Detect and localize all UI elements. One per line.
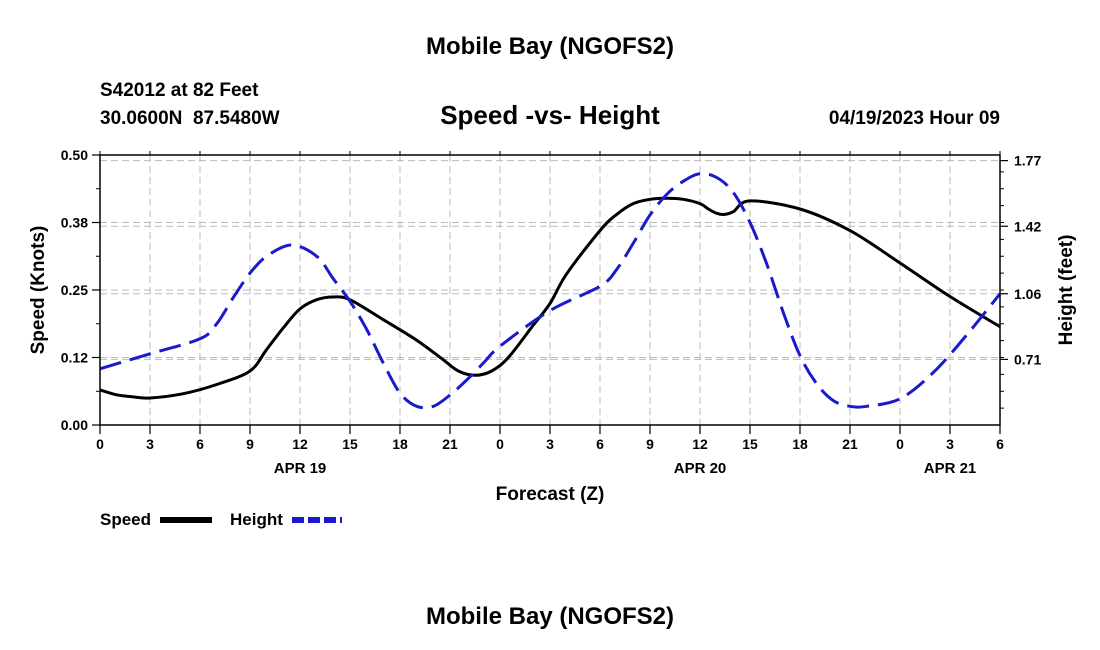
right-tick-label: 1.42 xyxy=(1014,218,1041,234)
x-tick-label: 15 xyxy=(742,436,758,452)
legend-speed-label: Speed xyxy=(100,510,151,529)
x-tick-label: 0 xyxy=(896,436,904,452)
page-title: Mobile Bay (NGOFS2) xyxy=(426,33,674,60)
chart-title: Speed -vs- Height xyxy=(440,100,660,130)
date-label: APR 20 xyxy=(674,460,727,477)
legend-height-label: Height xyxy=(230,510,283,529)
speed-series-line xyxy=(99,196,1001,400)
x-tick-label: 21 xyxy=(442,436,458,452)
x-axis-label: Forecast (Z) xyxy=(496,484,605,505)
footer-title: Mobile Bay (NGOFS2) xyxy=(426,603,674,630)
x-tick-label: 18 xyxy=(792,436,808,452)
right-tick-label: 1.06 xyxy=(1014,286,1041,302)
series-layer xyxy=(99,172,1002,410)
x-tick-label: 6 xyxy=(996,436,1004,452)
x-tick-label: 21 xyxy=(842,436,858,452)
coordinates-label: 30.0600N 87.5480W xyxy=(100,108,280,129)
x-tick-label: 6 xyxy=(596,436,604,452)
date-label: APR 21 xyxy=(924,460,977,477)
left-axis-label: Speed (Knots) xyxy=(28,226,49,355)
x-tick-label: 12 xyxy=(292,436,308,452)
right-axis-label: Height (feet) xyxy=(1056,235,1077,346)
x-tick-label: 9 xyxy=(646,436,654,452)
x-tick-label: 3 xyxy=(146,436,154,452)
x-tick-label: 9 xyxy=(246,436,254,452)
date-label: APR 19 xyxy=(274,460,327,477)
x-tick-label: 0 xyxy=(96,436,104,452)
grid-lines xyxy=(100,154,1000,425)
legend: Speed Height xyxy=(100,510,342,529)
x-tick-label: 3 xyxy=(546,436,554,452)
x-tick-label: 18 xyxy=(392,436,408,452)
left-tick-label: 0.50 xyxy=(61,147,88,163)
axis-layer: 0 3 6 9 12 15 18 21 0 3 6 9 12 15 18 21 0 3 6 APR 19 APR 20 A… xyxy=(61,147,1042,477)
left-tick-label: 0.25 xyxy=(61,282,88,298)
right-tick-label: 1.77 xyxy=(1014,153,1041,169)
x-tick-label: 3 xyxy=(946,436,954,452)
station-label: S42012 at 82 Feet xyxy=(100,80,259,101)
x-tick-label: 6 xyxy=(196,436,204,452)
x-tick-label: 0 xyxy=(496,436,504,452)
left-tick-label: 0.38 xyxy=(61,215,88,231)
left-tick-label: 0.00 xyxy=(61,417,88,433)
left-tick-label: 0.12 xyxy=(61,350,88,366)
x-tick-label: 15 xyxy=(342,436,358,452)
x-tick-label: 12 xyxy=(692,436,708,452)
right-tick-label: 0.71 xyxy=(1014,351,1041,367)
forecast-datetime: 04/19/2023 Hour 09 xyxy=(829,108,1000,129)
height-series-line xyxy=(99,172,1002,410)
